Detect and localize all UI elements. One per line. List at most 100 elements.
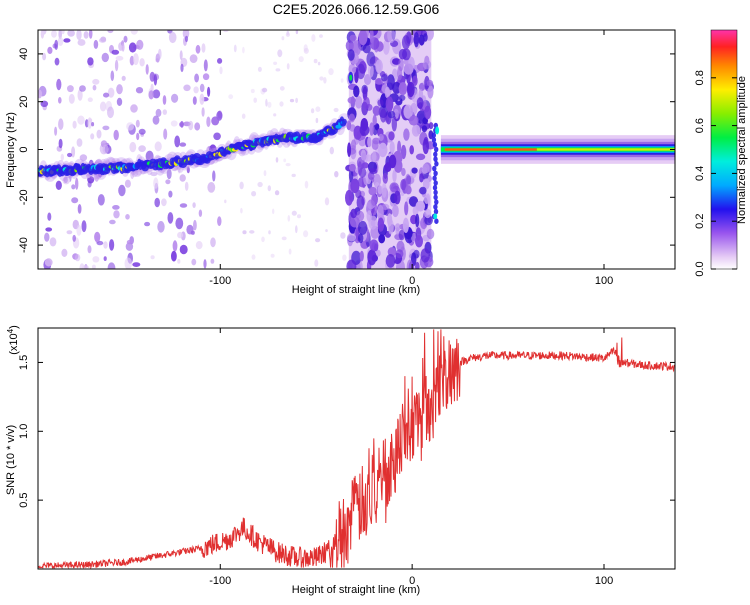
spectrogram-noise-cell bbox=[183, 84, 191, 92]
spectrogram-noise-cell bbox=[273, 61, 278, 65]
spectrogram-noise-cell bbox=[102, 144, 109, 154]
spectrogram-noise-cell bbox=[372, 114, 377, 128]
spectrogram-noise-cell bbox=[217, 216, 222, 227]
spectrogram-noise-cell bbox=[346, 259, 357, 269]
spectrogram-noise-cell bbox=[249, 230, 255, 234]
spectrogram-noise-cell bbox=[150, 171, 158, 177]
spectrogram-noise-cell bbox=[76, 138, 83, 147]
spectrogram-noise-cell bbox=[400, 179, 407, 191]
spectrogram-noise-cell bbox=[194, 122, 201, 131]
colorbar-ticks: 0.0 0.2 0.4 0.6 0.8 bbox=[694, 70, 706, 276]
spectrogram-noise-cell bbox=[328, 68, 334, 76]
spectrogram-noise-cell bbox=[310, 108, 315, 114]
spectrogram-noise-cell bbox=[389, 182, 399, 193]
spectrogram-noise-cell bbox=[145, 64, 149, 75]
spectrogram-noise-cell bbox=[47, 212, 52, 221]
spectrogram-noise-cell bbox=[394, 190, 401, 205]
spectrogram-noise-cell bbox=[347, 142, 352, 157]
spectrogram-noise-cell bbox=[171, 250, 177, 262]
spectrogram-noise-cell bbox=[404, 201, 409, 216]
spectrogram-noise-cell bbox=[349, 34, 357, 42]
spectrogram-noise-cell bbox=[384, 162, 392, 173]
spectrogram-y-axis-label: Frequency (Hz) bbox=[5, 112, 17, 188]
spectrogram-noise-cell bbox=[103, 256, 107, 261]
colorbar-tick-label: 0.8 bbox=[694, 70, 706, 85]
spectrogram-noise-cell bbox=[413, 31, 420, 48]
spectrogram-noise-cell bbox=[144, 221, 151, 227]
spectrogram-noise-cell bbox=[162, 109, 167, 115]
spectrogram-noise-cell bbox=[394, 223, 401, 232]
spectrogram-noise-cell bbox=[179, 244, 188, 255]
spectrogram-noise-cell bbox=[428, 122, 434, 130]
spectrogram-noise-cell bbox=[263, 170, 267, 177]
spectrogram-noise-cell bbox=[359, 124, 370, 136]
spectrogram-noise-cell bbox=[186, 166, 190, 174]
spectrogram-noise-cell bbox=[44, 232, 50, 242]
spectrogram-noise-cell bbox=[103, 241, 108, 249]
spectrogram-noise-cell bbox=[411, 167, 418, 174]
spectrogram-noise-cell bbox=[422, 163, 430, 174]
spectrogram-noise-cell bbox=[303, 230, 309, 238]
spectrogram-noise-cell bbox=[102, 125, 110, 131]
spectrogram-noise-cell bbox=[138, 128, 146, 135]
spectrogram-noise-cell bbox=[295, 30, 299, 35]
spectrogram-noise-cell bbox=[111, 49, 120, 55]
spectrogram-noise-cell bbox=[199, 93, 205, 105]
spectrogram-noise-cell bbox=[242, 46, 245, 54]
spectrogram-noise-cell bbox=[378, 234, 386, 244]
spectrogram-noise-cell bbox=[398, 82, 408, 96]
spectrogram-noise-cell bbox=[348, 113, 355, 123]
spectrogram-noise-cell bbox=[184, 35, 189, 43]
spectrogram-feature bbox=[431, 132, 436, 138]
spectrogram-noise-cell bbox=[378, 133, 384, 141]
spectrogram-noise-cell bbox=[273, 113, 277, 117]
spectrogram-noise-cell bbox=[375, 249, 381, 257]
spectrogram-noise-cell bbox=[125, 242, 134, 251]
spectrogram-noise-cell bbox=[68, 93, 75, 104]
spectrogram-noise-cell bbox=[267, 101, 272, 108]
spectrogram-noise-cell bbox=[202, 73, 210, 81]
spectrogram-noise-cell bbox=[240, 207, 243, 214]
spectrogram-noise-cell bbox=[203, 259, 207, 269]
spectrogram-noise-cell bbox=[189, 54, 198, 63]
spectrogram-feature bbox=[433, 170, 438, 177]
spectrogram-noise-cell bbox=[44, 258, 53, 267]
spectrogram-noise-cell bbox=[179, 174, 186, 182]
spectrogram-noise-cell bbox=[107, 106, 114, 119]
spectrogram-noise-cell bbox=[356, 63, 366, 80]
spectrogram-noise-cell bbox=[211, 116, 220, 126]
spectrogram-noise-cell bbox=[357, 161, 363, 176]
spectrogram-noise-cell bbox=[419, 173, 424, 183]
snr-series-line bbox=[38, 329, 675, 569]
spectrogram-noise-cell bbox=[368, 186, 377, 196]
spectrogram-heatmap bbox=[38, 30, 675, 269]
spectrogram-noise-cell bbox=[172, 240, 178, 252]
spectrogram-noise-cell bbox=[109, 239, 115, 251]
spectrogram-noise-cell bbox=[128, 42, 137, 53]
spectrogram-noise-cell bbox=[347, 96, 356, 104]
spectrogram-noise-cell bbox=[177, 231, 184, 239]
spectrogram-noise-cell bbox=[138, 145, 146, 153]
spectrogram-noise-cell bbox=[192, 96, 197, 105]
spectrogram-noise-cell bbox=[71, 184, 76, 190]
spectrogram-noise-cell bbox=[241, 113, 246, 119]
spectrogram-noise-cell bbox=[86, 173, 91, 179]
spectrogram-noise-cell bbox=[367, 249, 377, 266]
spectrogram-noise-cell bbox=[406, 31, 412, 44]
spectrogram-noise-cell bbox=[203, 59, 208, 72]
spectrogram-noise-cell bbox=[107, 262, 116, 269]
spectrogram-noise-cell bbox=[392, 204, 399, 218]
spectrogram-panel: -100 0 100 -40 -20 0 20 40 Height of str… bbox=[5, 29, 676, 296]
spectrogram-noise-cell bbox=[381, 182, 387, 198]
spectrogram-noise-cell bbox=[317, 61, 321, 66]
spectrogram-noise-cell bbox=[170, 120, 178, 127]
spectrogram-noise-cell bbox=[54, 126, 58, 136]
spectrogram-x-tick-label: -100 bbox=[209, 275, 231, 287]
spectrogram-noise-cell bbox=[75, 177, 79, 190]
spectrogram-noise-cell bbox=[403, 128, 410, 141]
spectrogram-noise-cell bbox=[416, 97, 424, 109]
spectrogram-noise-cell bbox=[281, 236, 287, 241]
spectrogram-feature bbox=[435, 126, 440, 135]
spectrogram-noise-cell bbox=[191, 258, 197, 266]
